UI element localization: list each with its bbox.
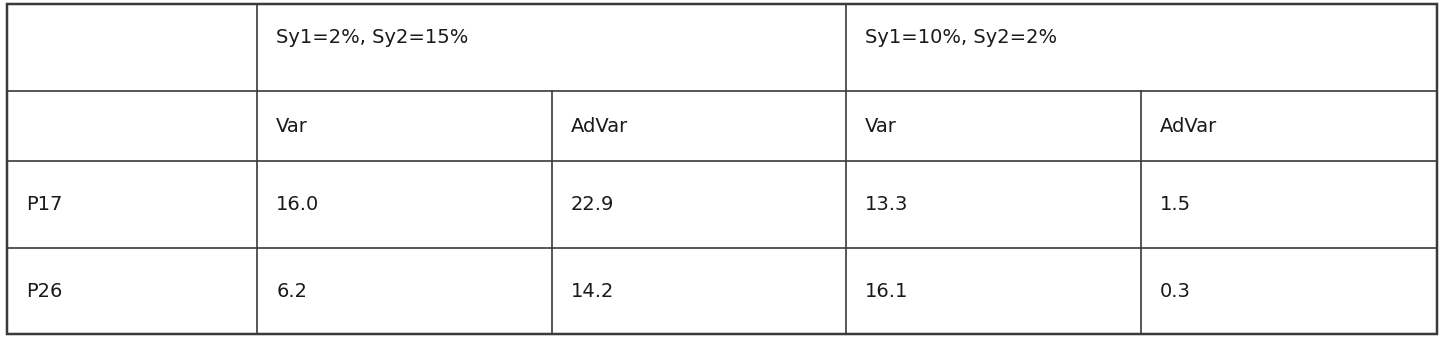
Text: Var: Var [865, 117, 897, 136]
Text: 6.2: 6.2 [276, 282, 308, 300]
Text: 0.3: 0.3 [1160, 282, 1190, 300]
Text: AdVar: AdVar [570, 117, 628, 136]
Text: 14.2: 14.2 [570, 282, 614, 300]
Text: 16.0: 16.0 [276, 195, 319, 214]
Text: 1.5: 1.5 [1160, 195, 1191, 214]
Text: 16.1: 16.1 [865, 282, 908, 300]
Text: Sy1=10%, Sy2=2%: Sy1=10%, Sy2=2% [865, 28, 1057, 47]
Text: 22.9: 22.9 [570, 195, 614, 214]
Text: Var: Var [276, 117, 308, 136]
Text: Sy1=2%, Sy2=15%: Sy1=2%, Sy2=15% [276, 28, 468, 47]
Text: 13.3: 13.3 [865, 195, 908, 214]
Text: P17: P17 [26, 195, 62, 214]
Text: A: A [17, 132, 156, 308]
Text: AdVar: AdVar [1160, 117, 1217, 136]
Text: P26: P26 [26, 282, 62, 300]
